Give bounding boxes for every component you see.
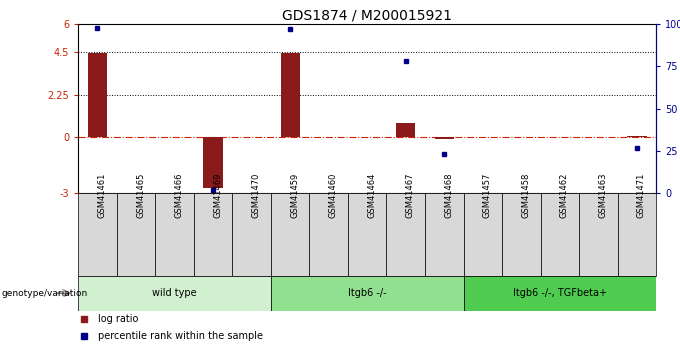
Text: GSM41468: GSM41468 bbox=[444, 173, 454, 218]
Text: GSM41464: GSM41464 bbox=[367, 173, 376, 218]
Bar bbox=[396, 123, 415, 137]
Text: GSM41466: GSM41466 bbox=[175, 173, 184, 218]
Bar bbox=[386, 193, 425, 276]
Bar bbox=[233, 193, 271, 276]
Text: GSM41467: GSM41467 bbox=[406, 173, 415, 218]
Bar bbox=[579, 193, 617, 276]
Text: GSM41460: GSM41460 bbox=[328, 173, 338, 218]
Bar bbox=[627, 136, 647, 137]
Bar bbox=[203, 137, 222, 188]
Bar bbox=[348, 193, 386, 276]
Title: GDS1874 / M200015921: GDS1874 / M200015921 bbox=[282, 9, 452, 23]
Text: GSM41463: GSM41463 bbox=[598, 173, 607, 218]
Text: GSM41458: GSM41458 bbox=[522, 173, 530, 218]
Bar bbox=[464, 276, 656, 310]
Bar bbox=[502, 193, 541, 276]
Bar bbox=[78, 276, 271, 310]
Bar bbox=[117, 193, 155, 276]
Text: genotype/variation: genotype/variation bbox=[1, 289, 88, 298]
Text: GSM41459: GSM41459 bbox=[290, 173, 299, 218]
Bar bbox=[435, 137, 454, 139]
Text: wild type: wild type bbox=[152, 288, 197, 298]
Text: Itgb6 -/-: Itgb6 -/- bbox=[348, 288, 386, 298]
Text: GSM41465: GSM41465 bbox=[136, 173, 145, 218]
Bar bbox=[88, 53, 107, 137]
Bar bbox=[155, 193, 194, 276]
Text: percentile rank within the sample: percentile rank within the sample bbox=[99, 332, 263, 341]
Text: GSM41469: GSM41469 bbox=[213, 173, 222, 218]
Bar bbox=[617, 193, 656, 276]
Bar bbox=[194, 193, 233, 276]
Bar bbox=[309, 193, 348, 276]
Text: GSM41471: GSM41471 bbox=[637, 173, 646, 218]
Bar bbox=[464, 193, 502, 276]
Text: GSM41461: GSM41461 bbox=[97, 173, 107, 218]
Bar bbox=[541, 193, 579, 276]
Text: GSM41462: GSM41462 bbox=[560, 173, 569, 218]
Text: GSM41470: GSM41470 bbox=[252, 173, 260, 218]
Bar bbox=[280, 53, 300, 137]
Text: Itgb6 -/-, TGFbeta+: Itgb6 -/-, TGFbeta+ bbox=[513, 288, 607, 298]
Text: log ratio: log ratio bbox=[99, 314, 139, 324]
Bar bbox=[271, 276, 464, 310]
Bar bbox=[271, 193, 309, 276]
Text: GSM41457: GSM41457 bbox=[483, 173, 492, 218]
Bar bbox=[425, 193, 464, 276]
Bar bbox=[78, 193, 117, 276]
